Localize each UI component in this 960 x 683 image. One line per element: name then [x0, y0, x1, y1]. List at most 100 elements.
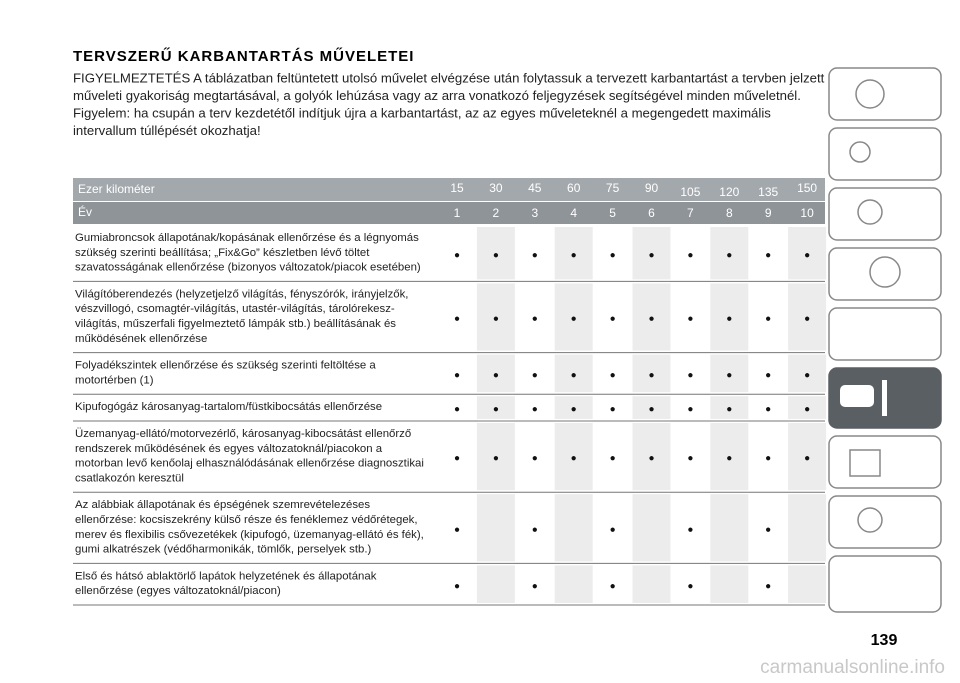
- year-header: 4: [570, 206, 577, 220]
- row-text: csatlakozón keresztül: [75, 472, 184, 484]
- column-shade: [632, 396, 671, 419]
- check-dot: ●: [765, 453, 771, 464]
- check-dot: ●: [532, 524, 538, 535]
- check-dot: ●: [687, 453, 693, 464]
- column-shade: [632, 494, 671, 562]
- check-dot: ●: [454, 314, 460, 325]
- check-dot: ●: [648, 314, 654, 325]
- check-dot: ●: [571, 250, 577, 261]
- row-text: Gumiabroncsok állapotának/kopásának elle…: [75, 232, 419, 244]
- column-shade: [788, 283, 827, 351]
- check-dot: ●: [648, 404, 654, 415]
- check-dot: ●: [726, 370, 732, 381]
- check-dot: ●: [765, 404, 771, 415]
- check-dot: ●: [687, 581, 693, 592]
- column-shade: [476, 494, 515, 562]
- row-text: Világítóberendezés (helyzetjelző világít…: [75, 288, 408, 300]
- check-dot: ●: [804, 453, 810, 464]
- column-shade: [476, 354, 515, 393]
- column-shade: [554, 494, 593, 562]
- column-shade: [476, 565, 515, 603]
- check-dot: ●: [493, 250, 499, 261]
- year-header: 7: [687, 206, 694, 220]
- check-dot: ●: [532, 453, 538, 464]
- check-dot: ●: [687, 314, 693, 325]
- row-text: szükség szerinti beállítása; „Fix&Go” ké…: [75, 247, 370, 259]
- paragraph-line: intervallum túllépését okozhatja!: [73, 123, 261, 138]
- row-text: merev és flexibilis csővezetékek (kipufo…: [75, 529, 424, 541]
- km-header: 120: [719, 185, 739, 199]
- column-shade: [554, 565, 593, 603]
- check-dot: ●: [726, 404, 732, 415]
- column-shade: [710, 423, 749, 491]
- check-dot: ●: [648, 370, 654, 381]
- row-text: ellenőrzése: kocsiszekrény külső része é…: [75, 514, 418, 526]
- year-header: 5: [609, 206, 616, 220]
- year-header: 10: [800, 206, 814, 220]
- check-dot: ●: [610, 581, 616, 592]
- year-header: 8: [726, 206, 733, 220]
- column-shade: [476, 423, 515, 491]
- check-dot: ●: [493, 314, 499, 325]
- row-text: Folyadékszintek ellenőrzése és szükség s…: [75, 360, 376, 372]
- check-dot: ●: [726, 314, 732, 325]
- column-shade: [554, 283, 593, 351]
- km-header: 60: [567, 181, 581, 195]
- column-shade: [554, 423, 593, 491]
- check-dot: ●: [493, 404, 499, 415]
- column-shade: [476, 283, 515, 351]
- row-text: rendszerek működésének és egyes változat…: [75, 443, 383, 455]
- check-dot: ●: [454, 370, 460, 381]
- check-dot: ●: [571, 314, 577, 325]
- column-shade: [710, 354, 749, 393]
- row-text: világítás, műszerfali figyelmeztető lámp…: [75, 318, 396, 330]
- km-header: 15: [450, 181, 464, 195]
- row-text: Az alábbiak állapotának és épségének sze…: [75, 499, 370, 511]
- check-dot: ●: [454, 453, 460, 464]
- check-dot: ●: [765, 581, 771, 592]
- paragraph-line: műveleti gyakoriság megtartásával, a gol…: [73, 88, 801, 103]
- check-dot: ●: [804, 250, 810, 261]
- column-shade: [788, 354, 827, 393]
- column-shade: [554, 227, 593, 280]
- column-shade: [788, 494, 827, 562]
- column-shade: [788, 565, 827, 603]
- check-dot: ●: [493, 453, 499, 464]
- check-dot: ●: [687, 370, 693, 381]
- check-dot: ●: [454, 581, 460, 592]
- km-header: 45: [528, 181, 542, 195]
- check-dot: ●: [610, 370, 616, 381]
- column-shade: [632, 565, 671, 603]
- row-text: Első és hátsó ablaktörlő lapátok helyzet…: [75, 570, 377, 582]
- column-shade: [788, 423, 827, 491]
- header-label: Év: [78, 204, 92, 219]
- column-shade: [788, 227, 827, 280]
- check-dot: ●: [804, 314, 810, 325]
- check-dot: ●: [571, 370, 577, 381]
- column-shade: [632, 354, 671, 393]
- row-text: szavatosságának ellenőrzése (bizonyos vá…: [75, 262, 421, 274]
- row-text: ellenőrzése (egyes változatoknál/piacon): [75, 585, 281, 597]
- row-text: Kipufogógáz károsanyag-tartalom/füstkibo…: [75, 401, 382, 413]
- check-dot: ●: [765, 370, 771, 381]
- check-dot: ●: [493, 370, 499, 381]
- check-dot: ●: [610, 314, 616, 325]
- check-dot: ●: [610, 404, 616, 415]
- column-shade: [554, 354, 593, 393]
- year-header: 2: [493, 206, 500, 220]
- check-dot: ●: [687, 524, 693, 535]
- check-dot: ●: [804, 370, 810, 381]
- column-shade: [710, 494, 749, 562]
- column-shade: [788, 396, 827, 419]
- row-text: működésének ellenőrzése: [75, 333, 207, 345]
- check-dot: ●: [532, 404, 538, 415]
- check-dot: ●: [532, 581, 538, 592]
- paragraph-line: Figyelem: ha csupán a terv kezdetétől in…: [73, 105, 771, 120]
- column-shade: [476, 227, 515, 280]
- check-dot: ●: [571, 453, 577, 464]
- check-dot: ●: [571, 404, 577, 415]
- check-dot: ●: [610, 524, 616, 535]
- row-text: vészvillogó, csomagtér-világítás, utasté…: [75, 303, 395, 315]
- column-shade: [710, 227, 749, 280]
- column-shade: [710, 396, 749, 419]
